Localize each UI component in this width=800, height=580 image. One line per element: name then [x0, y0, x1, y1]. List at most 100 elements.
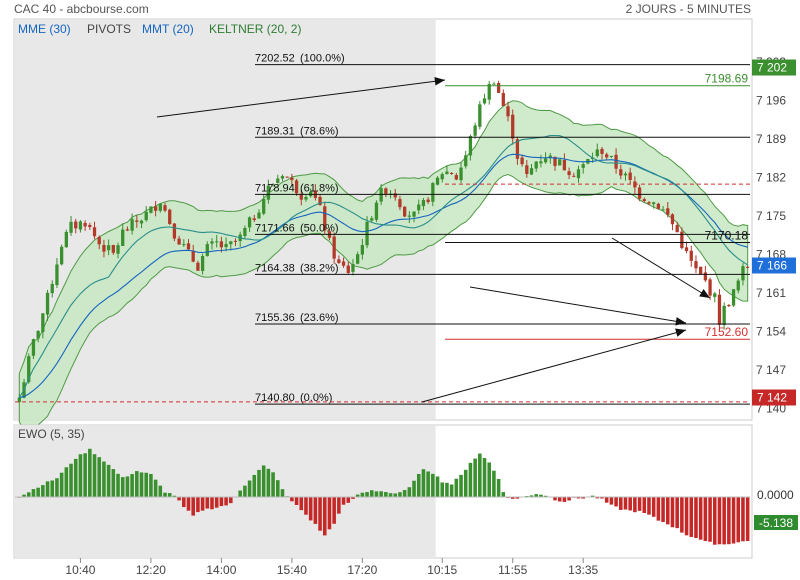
candle [529, 163, 534, 176]
legend-keltner[interactable]: KELTNER (20, 2) [209, 22, 301, 36]
ewo-bar [247, 480, 252, 497]
candle-body [713, 293, 717, 297]
candle [548, 152, 552, 164]
fib-level-value: 7189.31 [255, 125, 295, 137]
candle [31, 338, 36, 360]
arrow-head [675, 328, 686, 337]
ewo-bar [196, 497, 200, 513]
price-badge-label: 7 142 [757, 391, 787, 405]
candle-body [135, 220, 139, 222]
ewo-bar [722, 497, 726, 545]
ewo-bar [731, 497, 736, 544]
candle-body [595, 149, 599, 157]
ewo-bar [261, 465, 266, 497]
candle [78, 220, 83, 233]
ewo-bar [600, 497, 604, 499]
legend-mme[interactable]: MME (30) [18, 22, 71, 36]
candle-body [149, 206, 153, 213]
candle-body [449, 172, 454, 174]
candle [17, 393, 21, 403]
candle [473, 122, 477, 139]
candle [576, 165, 581, 183]
candle-body [741, 266, 745, 281]
moving-averages [18, 134, 749, 399]
candle-body [548, 155, 552, 159]
ewo-bar [322, 497, 327, 536]
candle [727, 304, 731, 308]
candle-body [417, 204, 421, 211]
chart-title: CAC 40 - abcbourse.com [14, 2, 149, 16]
candle [600, 146, 604, 160]
ewo-bar [614, 497, 618, 507]
ewo-bar [534, 494, 538, 497]
candle-body [64, 231, 68, 248]
candle [642, 197, 646, 203]
level-label: 7170.18 [705, 229, 749, 243]
candle [139, 219, 144, 229]
candle [553, 156, 557, 171]
ewo-bar [290, 497, 294, 502]
candle [736, 278, 740, 294]
candle [609, 155, 614, 159]
candle-body [233, 240, 238, 242]
ewo-bar [238, 490, 242, 497]
candle [106, 239, 111, 256]
fib-level-pct: (61.8%) [300, 182, 339, 194]
ewo-bar [243, 485, 247, 497]
ewo-bar [473, 458, 477, 497]
candle-body [619, 169, 623, 176]
candle [182, 239, 186, 247]
candle [41, 312, 45, 339]
candle [417, 199, 421, 215]
ewo-bar [36, 487, 40, 497]
ewo-bar [167, 493, 172, 497]
candle-body [581, 164, 585, 168]
candle-body [370, 218, 374, 221]
candle-body [31, 339, 36, 356]
mmt-20-line [18, 134, 749, 398]
candle-body [116, 245, 120, 254]
ewo-bar [684, 497, 689, 536]
candle-body [243, 227, 247, 237]
ewo-bar [50, 480, 55, 497]
candle [468, 134, 473, 161]
candle [69, 216, 73, 236]
ewo-bar [647, 497, 651, 515]
ewo-bar [266, 468, 271, 497]
candle [290, 173, 294, 187]
ewo-bar [694, 497, 698, 538]
candle-body [172, 223, 177, 239]
candle [656, 202, 661, 210]
price-badge-label: 7 202 [757, 61, 787, 75]
candle-body [529, 168, 534, 175]
fib-level-pct: (0.0%) [300, 392, 332, 404]
candle [684, 241, 689, 254]
candle [163, 202, 167, 213]
candle-body [445, 171, 449, 175]
legend-mmt[interactable]: MMT (20) [142, 22, 194, 36]
candle-body [69, 221, 73, 233]
candle-body [252, 218, 256, 221]
ewo-bar [539, 494, 543, 497]
price-tick-label: 7 189 [756, 132, 786, 146]
legend-pivots[interactable]: PIVOTS [87, 22, 131, 36]
candle [59, 244, 64, 266]
candle [210, 238, 214, 250]
ewo-bar [379, 491, 383, 497]
candle [581, 162, 585, 174]
candle-body [727, 305, 731, 307]
ewo-bar [83, 453, 87, 497]
fib-level-value: 7202.52 [255, 53, 295, 65]
candle-body [506, 106, 510, 117]
price-tick-label: 7 161 [756, 286, 786, 300]
ewo-bar [200, 497, 205, 511]
candle-body [605, 154, 609, 158]
ewo-bar [482, 458, 487, 497]
candle [304, 195, 308, 202]
candle [407, 211, 411, 224]
candle [55, 257, 59, 288]
candle-body [520, 157, 524, 165]
candle-body [365, 221, 369, 246]
ewo-bar [172, 495, 177, 497]
